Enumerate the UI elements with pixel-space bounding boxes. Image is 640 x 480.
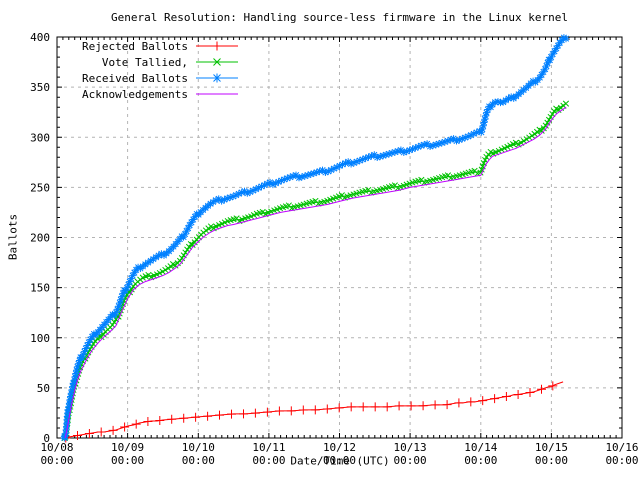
y-tick-label: 200 (30, 232, 50, 245)
series-acknowledgements (64, 106, 567, 439)
y-tick-label: 250 (30, 181, 50, 194)
x-tick-label-time: 00:00 (182, 454, 215, 467)
y-axis-label: Ballots (6, 213, 20, 261)
x-tick-label-date: 10/14 (464, 441, 497, 454)
x-tick-label-date: 10/11 (252, 441, 285, 454)
series-received-ballots (60, 34, 570, 442)
x-tick-label-date: 10/09 (111, 441, 144, 454)
x-tick-label-date: 10/10 (182, 441, 215, 454)
legend-sample-marker (213, 58, 221, 66)
y-tick-label: 300 (30, 131, 50, 144)
y-tick-label: 400 (30, 31, 50, 44)
legend-label: Acknowledgements (82, 88, 188, 101)
legend-label: Vote Tallied, (102, 56, 188, 69)
x-axis-label: Date/Time (UTC) (290, 454, 390, 468)
x-tick-label-date: 10/13 (394, 441, 427, 454)
y-tick-label: 50 (37, 382, 50, 395)
x-tick-label-date: 10/15 (535, 441, 568, 454)
x-tick-label-time: 00:00 (535, 454, 568, 467)
legend-label: Received Ballots (82, 72, 188, 85)
x-tick-label-time: 00:00 (40, 454, 73, 467)
chart-title: General Resolution: Handling source-less… (111, 11, 568, 24)
series-rejected-ballots (61, 381, 564, 443)
x-tick-label-time: 00:00 (111, 454, 144, 467)
y-tick-label: 100 (30, 332, 50, 345)
y-tick-label: 150 (30, 282, 50, 295)
y-tick-labels: 0 50 100 150 200 250 300 350 400 (30, 31, 50, 445)
x-tick-label-date: 10/16 (605, 441, 638, 454)
y-tick-label: 0 (43, 432, 50, 445)
x-tick-label-time: 00:00 (252, 454, 285, 467)
x-tick-label-time: 00:00 (323, 454, 356, 467)
legend-label: Rejected Ballots (82, 40, 188, 53)
x-tick-label-time: 00:00 (464, 454, 497, 467)
legend-sample-marker (212, 73, 222, 83)
legend: Rejected Ballots Vote Tallied, Received Ba… (82, 40, 238, 101)
x-tick-label-date: 10/12 (323, 441, 356, 454)
x-tick-label-time: 00:00 (394, 454, 427, 467)
x-tick-labels: 10/0800:0010/0900:0010/1000:0010/1100:00… (40, 441, 638, 467)
x-tick-label-time: 00:00 (605, 454, 638, 467)
x-tick-label-date: 10/08 (40, 441, 73, 454)
legend-sample-marker (212, 41, 222, 51)
y-tick-label: 350 (30, 81, 50, 94)
plot-border (56, 36, 623, 439)
